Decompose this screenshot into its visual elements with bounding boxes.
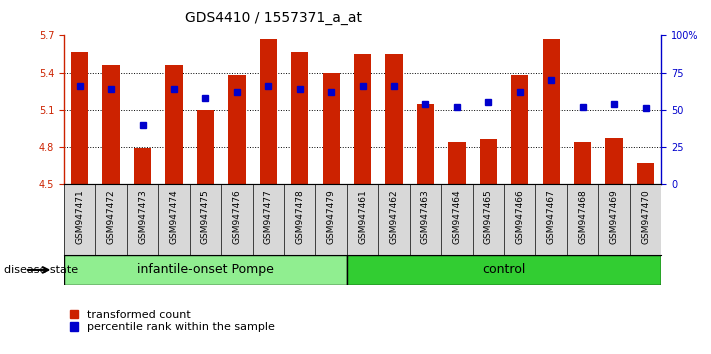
Text: GSM947470: GSM947470 — [641, 190, 650, 245]
Bar — [166, 65, 183, 184]
Legend: transformed count, percentile rank within the sample: transformed count, percentile rank withi… — [70, 310, 275, 332]
Text: GSM947463: GSM947463 — [421, 190, 430, 245]
Text: GSM947466: GSM947466 — [515, 190, 524, 245]
Text: GSM947464: GSM947464 — [452, 190, 461, 244]
Text: GSM947461: GSM947461 — [358, 190, 367, 245]
Bar — [64, 255, 347, 285]
Text: GSM947468: GSM947468 — [578, 190, 587, 245]
Bar — [606, 138, 623, 184]
Bar — [448, 142, 466, 184]
Text: GSM947474: GSM947474 — [169, 190, 178, 244]
Bar — [291, 51, 309, 184]
Bar — [385, 54, 402, 184]
Text: GSM947465: GSM947465 — [484, 190, 493, 245]
Text: GSM947479: GSM947479 — [326, 190, 336, 245]
Bar — [71, 51, 88, 184]
Text: GSM947476: GSM947476 — [232, 190, 241, 245]
Text: GSM947462: GSM947462 — [390, 190, 399, 244]
Bar — [260, 39, 277, 184]
Bar — [228, 75, 245, 184]
Text: infantile-onset Pompe: infantile-onset Pompe — [137, 263, 274, 276]
Bar — [417, 103, 434, 184]
Text: control: control — [482, 263, 525, 276]
Text: GSM947477: GSM947477 — [264, 190, 273, 245]
Text: GSM947471: GSM947471 — [75, 190, 84, 245]
Bar — [542, 39, 560, 184]
Bar — [347, 255, 661, 285]
Text: GSM947475: GSM947475 — [201, 190, 210, 245]
Bar — [197, 110, 214, 184]
Text: GSM947473: GSM947473 — [138, 190, 147, 245]
Bar — [574, 142, 592, 184]
Text: disease state: disease state — [4, 265, 77, 275]
Text: GSM947469: GSM947469 — [609, 190, 619, 245]
Text: GSM947478: GSM947478 — [295, 190, 304, 245]
Text: GDS4410 / 1557371_a_at: GDS4410 / 1557371_a_at — [185, 11, 361, 25]
Text: GSM947472: GSM947472 — [107, 190, 116, 244]
Bar — [323, 73, 340, 184]
Text: GSM947467: GSM947467 — [547, 190, 556, 245]
Bar — [480, 139, 497, 184]
Bar — [134, 148, 151, 184]
Bar — [354, 54, 371, 184]
Bar — [637, 163, 654, 184]
Bar — [102, 65, 119, 184]
Bar — [511, 75, 528, 184]
